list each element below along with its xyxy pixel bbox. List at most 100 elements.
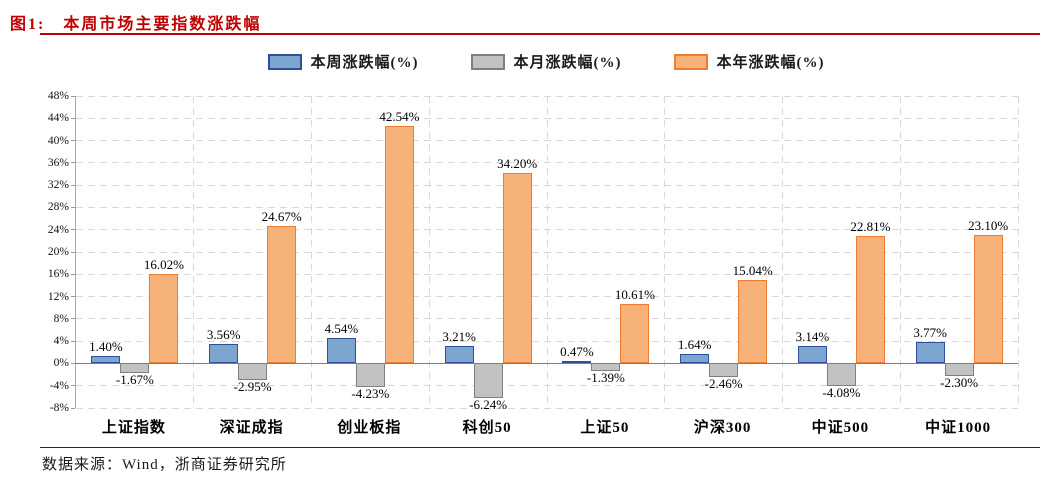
y-tick-label: 44%	[47, 112, 69, 125]
bar-0-1	[120, 363, 150, 373]
gridline-vertical	[546, 96, 548, 408]
bar-value-label: -2.30%	[940, 375, 979, 391]
bar-6-0	[797, 345, 827, 364]
y-tick-label: -4%	[49, 379, 69, 392]
y-tick-mark	[71, 117, 75, 119]
y-tick-mark	[71, 296, 75, 298]
y-tick-label: 12%	[47, 290, 69, 303]
x-axis-labels: 上证指数 深证成指 创业板指 科创50 上证50 沪深300 中证500 中证1000	[75, 416, 1017, 438]
bar-value-label: 42.54%	[379, 109, 420, 125]
title-underline	[40, 33, 1040, 35]
y-tick-mark	[71, 251, 75, 253]
bar-3-0	[444, 345, 474, 364]
category-label: 中证1000	[925, 420, 992, 436]
y-tick-mark	[71, 184, 75, 186]
legend-swatch-year-icon	[673, 53, 708, 70]
legend-swatch-month-icon	[470, 53, 505, 70]
bar-5-2	[738, 279, 768, 364]
y-tick-mark	[71, 95, 75, 97]
bar-4-2	[620, 304, 650, 364]
y-tick-label: 24%	[47, 223, 69, 236]
gridline-vertical	[428, 96, 430, 408]
bar-6-1	[826, 363, 856, 387]
y-axis: 48% 44% 40% 36% 32% 28% 24% 20% 16% 12% 8% 4% 0% -4% -…	[40, 90, 75, 414]
bar-value-label: 22.81%	[850, 219, 891, 235]
legend-label-year: 本年涨跌幅(%)	[716, 55, 825, 71]
category-label: 创业板指	[337, 420, 402, 436]
zero-axis-line	[76, 362, 1018, 364]
gridline-horizontal	[76, 407, 1018, 409]
category-label: 上证50	[580, 420, 630, 436]
bar-7-0	[915, 342, 945, 364]
y-tick-mark	[71, 340, 75, 342]
footer-rule	[40, 447, 1040, 448]
category-label: 中证500	[811, 420, 870, 436]
bar-value-label: -4.23%	[351, 385, 390, 401]
bar-2-0	[326, 338, 356, 364]
y-tick-label: -8%	[49, 402, 69, 414]
bar-value-label: 4.54%	[324, 321, 359, 337]
y-tick-mark	[71, 362, 75, 364]
bar-5-0	[680, 354, 710, 364]
bar-chart: 48% 44% 40% 36% 32% 28% 24% 20% 16% 12% 8% 4% 0% -4% -…	[40, 90, 1020, 441]
y-tick-label: 20%	[47, 246, 69, 258]
bar-7-1	[944, 363, 974, 377]
gridline-vertical	[1017, 96, 1019, 408]
y-tick-mark	[71, 318, 75, 320]
legend-swatch-week-icon	[267, 53, 302, 70]
y-tick-label: 32%	[47, 179, 69, 192]
bar-value-label: 1.40%	[89, 338, 123, 354]
bar-value-label: 3.56%	[206, 326, 241, 342]
gridline-vertical	[193, 96, 195, 408]
bar-7-2	[973, 234, 1003, 364]
bar-value-label: 0.47%	[560, 343, 594, 359]
legend-label-month: 本月涨跌幅(%)	[513, 55, 622, 71]
bar-value-label: -1.67%	[115, 371, 154, 387]
category-label: 上证指数	[101, 420, 166, 436]
bar-value-label: -2.46%	[704, 376, 743, 392]
bar-5-1	[709, 363, 739, 378]
bar-value-label: 1.64%	[677, 337, 712, 353]
legend-item-week: 本周涨跌幅(%)	[267, 51, 419, 72]
bar-3-2	[502, 172, 532, 364]
gridline-vertical	[899, 96, 901, 408]
y-tick-label: 28%	[47, 201, 69, 214]
y-tick-mark	[71, 273, 75, 275]
figure-number: 图1:	[10, 16, 46, 33]
category-label: 沪深300	[693, 420, 752, 436]
y-tick-label: 0%	[53, 357, 69, 370]
bar-value-label: 24.67%	[261, 208, 302, 224]
y-tick-mark	[71, 206, 75, 208]
bar-2-2	[384, 126, 414, 364]
gridline-vertical	[664, 96, 666, 408]
bar-2-1	[355, 363, 385, 387]
bar-0-2	[149, 274, 179, 364]
y-tick-mark	[71, 407, 75, 409]
bar-1-0	[209, 343, 239, 364]
bar-value-label: -6.24%	[469, 397, 508, 413]
bar-1-1	[238, 363, 268, 380]
bar-0-0	[91, 355, 121, 364]
y-tick-mark	[71, 385, 75, 387]
bar-value-label: 10.61%	[614, 287, 655, 303]
bar-value-label: 3.21%	[442, 328, 476, 344]
bar-value-label: 15.04%	[732, 262, 773, 278]
gridline-vertical	[311, 96, 312, 408]
category-label: 深证成指	[219, 420, 284, 436]
figure-title: 图1: 本周市场主要指数涨跌幅	[10, 10, 261, 34]
bar-value-label: -1.39%	[586, 370, 625, 386]
legend-item-year: 本年涨跌幅(%)	[673, 51, 825, 72]
figure-title-text: 本周市场主要指数涨跌幅	[63, 16, 262, 33]
y-tick-mark	[71, 140, 75, 142]
y-tick-label: 48%	[47, 90, 69, 102]
bar-4-1	[591, 363, 621, 372]
bar-1-2	[267, 225, 297, 364]
bar-value-label: 16.02%	[143, 257, 184, 273]
bar-value-label: 3.77%	[913, 325, 947, 341]
bar-value-label: -4.08%	[822, 385, 861, 401]
y-tick-label: 4%	[53, 335, 69, 348]
gridline-vertical	[782, 96, 783, 408]
bar-value-label: 23.10%	[968, 217, 1009, 233]
legend-label-week: 本周涨跌幅(%)	[310, 55, 419, 71]
bar-4-0	[562, 360, 592, 364]
